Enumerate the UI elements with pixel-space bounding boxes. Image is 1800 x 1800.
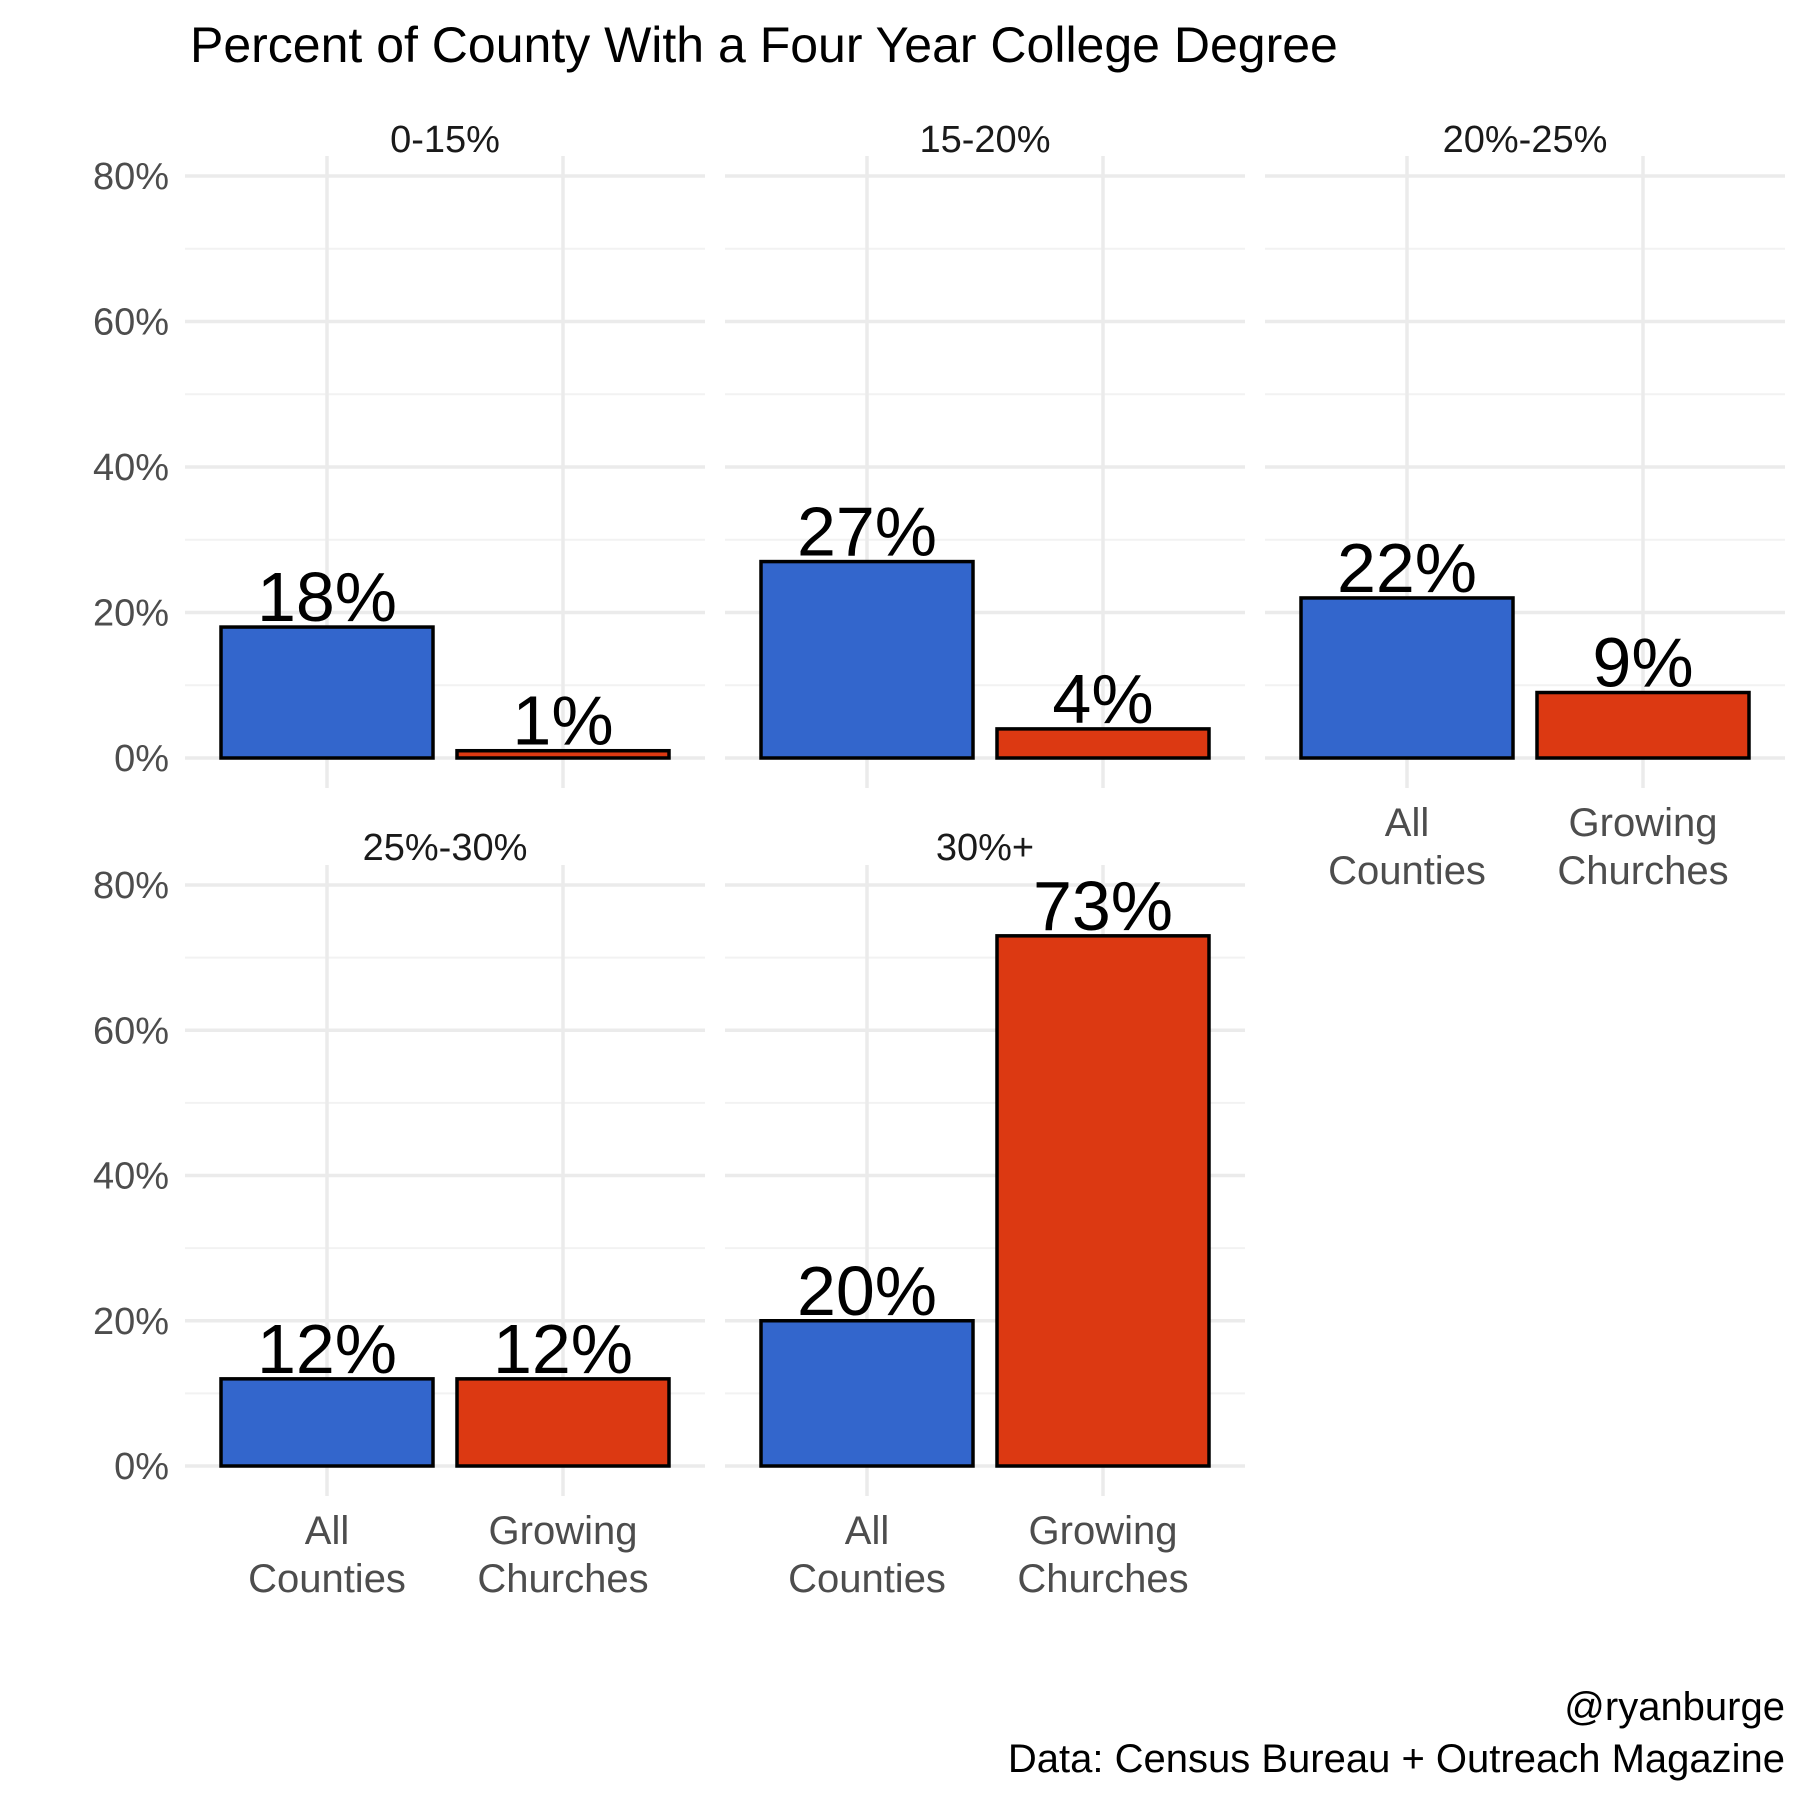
panel-label: 20%-25% <box>1443 119 1608 161</box>
bar <box>455 1377 671 1468</box>
x-tick-label: All Counties <box>788 1509 946 1601</box>
panel: 30%+ 20% 73% All Counties Growing Churches <box>725 827 1245 1601</box>
y-tick-label: 0% <box>114 1446 169 1488</box>
data-label: 73% <box>1033 867 1173 945</box>
bar <box>219 625 435 760</box>
bar <box>995 727 1211 760</box>
y-tick-label: 40% <box>93 1156 169 1198</box>
x-tick-line: Counties <box>788 1557 946 1601</box>
x-tick-label: Growing Churches <box>1557 801 1728 893</box>
data-label: 1% <box>512 682 613 760</box>
x-tick-line: Churches <box>477 1557 648 1601</box>
x-tick-line: All <box>845 1509 889 1553</box>
caption-author: @ryanburge <box>1564 1685 1785 1729</box>
x-tick-line: All <box>305 1509 349 1553</box>
chart-title: Percent of County With a Four Year Colle… <box>190 17 1338 73</box>
x-tick-label: All Counties <box>248 1509 406 1601</box>
panel: 20%-25% 22% 9% All Counties Growing Churches <box>1265 119 1785 893</box>
x-tick-line: All <box>1385 801 1429 845</box>
x-tick-line: Growing <box>1569 801 1718 845</box>
x-tick-label: Growing Churches <box>477 1509 648 1601</box>
y-tick-label: 40% <box>93 447 169 489</box>
panel: 15-20% 27% 4% <box>725 119 1245 788</box>
data-label: 27% <box>797 493 937 571</box>
y-tick-label: 20% <box>93 593 169 635</box>
data-label: 9% <box>1592 624 1693 702</box>
bar <box>455 748 671 760</box>
y-tick-label: 80% <box>93 865 169 907</box>
y-tick-label: 0% <box>114 738 169 780</box>
x-tick-line: Churches <box>1557 849 1728 893</box>
x-tick-line: Counties <box>1328 849 1486 893</box>
caption-source: Data: Census Bureau + Outreach Magazine <box>1008 1737 1785 1781</box>
data-label: 18% <box>257 558 397 636</box>
panel: 25%-30% 0% 20% 40% 60% 80% 12% 12% All Counties Gr… <box>93 827 705 1601</box>
panel-label: 0-15% <box>390 119 500 161</box>
x-tick-line: Counties <box>248 1557 406 1601</box>
y-tick-label: 60% <box>93 302 169 344</box>
data-label: 12% <box>257 1310 397 1388</box>
bar <box>995 934 1211 1468</box>
x-tick-line: Growing <box>1029 1509 1178 1553</box>
x-tick-label: Growing Churches <box>1017 1509 1188 1601</box>
data-label: 20% <box>797 1252 937 1330</box>
panel: 0-15% 0% 20% 40% 60% 80% 18% 1% <box>93 119 705 788</box>
y-tick-label: 60% <box>93 1010 169 1052</box>
bar <box>1299 596 1515 760</box>
chart-panels: 0-15% 0% 20% 40% 60% 80% 18% 1% 15-20% 27% 4% 20%-2… <box>93 119 1785 1601</box>
bar <box>759 559 975 760</box>
x-tick-label: All Counties <box>1328 801 1486 893</box>
bar <box>759 1319 975 1468</box>
y-tick-label: 80% <box>93 156 169 198</box>
panel-label: 25%-30% <box>363 827 528 869</box>
data-label: 4% <box>1052 660 1153 738</box>
x-tick-line: Churches <box>1017 1557 1188 1601</box>
bar <box>219 1377 435 1468</box>
x-tick-line: Growing <box>489 1509 638 1553</box>
data-label: 12% <box>493 1310 633 1388</box>
data-label: 22% <box>1337 529 1477 607</box>
y-tick-label: 20% <box>93 1301 169 1343</box>
panel-label: 15-20% <box>920 119 1051 161</box>
bar <box>1535 690 1751 760</box>
panel-label: 30%+ <box>936 827 1034 869</box>
